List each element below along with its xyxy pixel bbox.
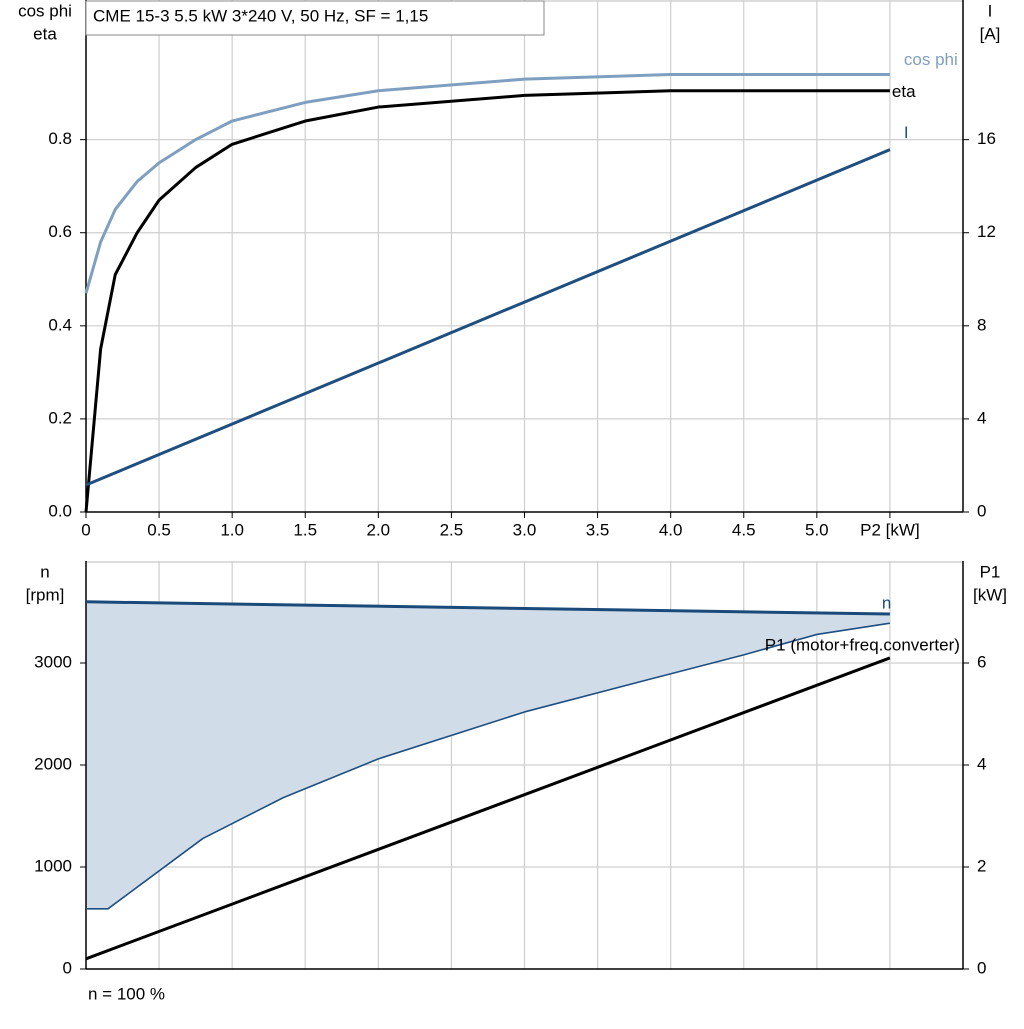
shaded-area [86,601,890,909]
series-line [86,622,891,910]
y-tick-label: 2000 [34,754,72,773]
y2-axis-label: [kW] [973,585,1007,604]
series-line [85,148,891,487]
x-tick-label: 1.0 [220,520,244,539]
x-tick-label: 1.5 [293,520,317,539]
y2-axis-label: P1 [980,562,1001,581]
x-tick-label: P2 [kW] [860,520,920,539]
note: n = 100 % [88,984,165,1003]
y-axis-label: [rpm] [26,585,65,604]
y2-tick-label: 2 [977,856,986,875]
series-label: eta [892,82,916,101]
y-tick-label: 0.8 [48,129,72,148]
series-line [84,89,890,513]
y-axis-label: n [40,562,49,581]
y2-axis-label: [A] [980,24,1001,43]
series-line [84,72,890,294]
y2-axis-label: I [988,1,993,20]
series-line [85,656,891,961]
series-label: P1 (motor+freq.converter) [765,635,960,654]
series-line [85,600,890,616]
series-label: n [882,594,891,613]
x-tick-label: 0 [81,520,90,539]
y-tick-label: 0.2 [48,408,72,427]
x-tick-label: 0.5 [147,520,171,539]
y-tick-label: 0 [63,958,72,977]
y-tick-label: 0.4 [48,315,72,334]
y2-tick-label: 6 [977,652,986,671]
y-axis-label: cos phi [18,1,72,20]
x-tick-label: 4.0 [659,520,683,539]
y2-tick-label: 8 [977,315,986,334]
x-tick-label: 3.5 [586,520,610,539]
y-tick-label: 0.0 [48,501,72,520]
y2-tick-label: 0 [977,958,986,977]
y-tick-label: 3000 [34,652,72,671]
x-tick-label: 2.0 [367,520,391,539]
x-tick-label: 3.0 [513,520,537,539]
chart-title: CME 15-3 5.5 kW 3*240 V, 50 Hz, SF = 1,1… [93,6,428,25]
y2-tick-label: 4 [977,754,986,773]
series-label: cos phi [904,50,958,69]
series-label: I [904,123,909,142]
y2-tick-label: 12 [977,222,996,241]
y2-tick-label: 4 [977,408,986,427]
y-axis-label: eta [33,24,57,43]
x-tick-label: 5.0 [805,520,829,539]
y-tick-label: 0.6 [48,222,72,241]
y2-tick-label: 16 [977,129,996,148]
x-tick-label: 4.5 [732,520,756,539]
y-tick-label: 1000 [34,856,72,875]
title-box [85,0,545,36]
y2-tick-label: 0 [977,501,986,520]
x-tick-label: 2.5 [440,520,464,539]
